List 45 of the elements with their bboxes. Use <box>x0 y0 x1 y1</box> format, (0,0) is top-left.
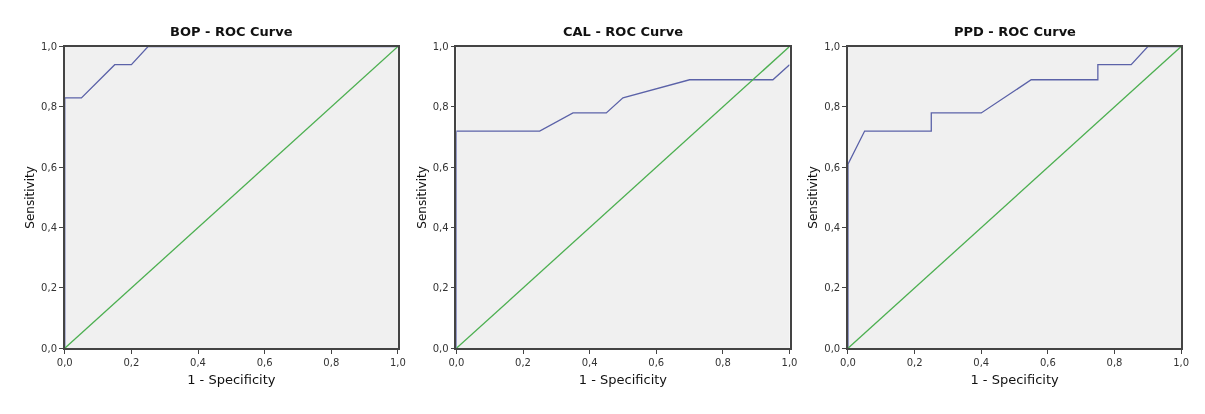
x-tick-label: 0,2 <box>515 357 531 369</box>
x-tick-label: 0,6 <box>256 357 273 369</box>
y-axis-title: Sensitivity <box>414 166 429 229</box>
x-tick-label: 1,0 <box>781 357 798 369</box>
y-tick-label: 0,8 <box>432 101 449 113</box>
y-tick-label: 0,2 <box>432 282 449 294</box>
y-tick-label: 0,2 <box>824 282 841 294</box>
y-tick-label: 0,0 <box>432 342 449 354</box>
y-tick-label: 0,6 <box>432 161 449 173</box>
x-tick-label: 1,0 <box>389 357 406 369</box>
y-tick-label: 0,8 <box>824 101 841 113</box>
x-axis-title: 1 - Specificity <box>578 372 668 388</box>
y-tick-label: 1,0 <box>824 41 841 53</box>
y-tick-label: 0,2 <box>41 282 58 294</box>
x-tick-label: 0,6 <box>648 357 665 369</box>
chart-title: BOP - ROC Curve <box>170 24 293 39</box>
y-tick-label: 1,0 <box>432 41 449 53</box>
x-tick-label: 0,6 <box>1039 357 1056 369</box>
x-tick-label: 0,2 <box>906 357 923 369</box>
y-tick-label: 1,0 <box>41 41 58 53</box>
x-axis-title: 1 - Specificity <box>970 372 1059 388</box>
x-tick-label: 0,0 <box>448 357 465 369</box>
y-axis-title: Sensitivity <box>806 166 821 229</box>
y-tick-label: 0,0 <box>41 342 58 354</box>
x-tick-label: 1,0 <box>1173 357 1190 369</box>
x-tick-label: 0,8 <box>714 357 731 369</box>
x-axis-title: 1 - Specificity <box>187 372 276 388</box>
chart-title: CAL - ROC Curve <box>563 24 684 39</box>
x-tick-label: 0,0 <box>56 357 73 369</box>
y-tick-label: 0,0 <box>824 342 841 354</box>
y-tick-label: 0,8 <box>41 101 58 113</box>
y-tick-label: 0,4 <box>41 222 58 234</box>
x-tick-label: 0,4 <box>581 357 598 369</box>
x-tick-label: 0,0 <box>840 357 856 369</box>
y-tick-label: 0,4 <box>824 222 841 234</box>
y-tick-label: 0,6 <box>41 161 58 173</box>
x-tick-label: 0,8 <box>323 357 340 369</box>
x-tick-label: 0,8 <box>1106 357 1123 369</box>
x-tick-label: 0,4 <box>973 357 990 369</box>
x-tick-label: 0,2 <box>123 357 140 369</box>
y-tick-label: 0,4 <box>432 222 449 234</box>
y-axis-title: Sensitivity <box>22 166 37 229</box>
chart-title: PPD - ROC Curve <box>954 24 1077 39</box>
x-tick-label: 0,4 <box>190 357 206 369</box>
y-tick-label: 0,6 <box>824 161 841 173</box>
